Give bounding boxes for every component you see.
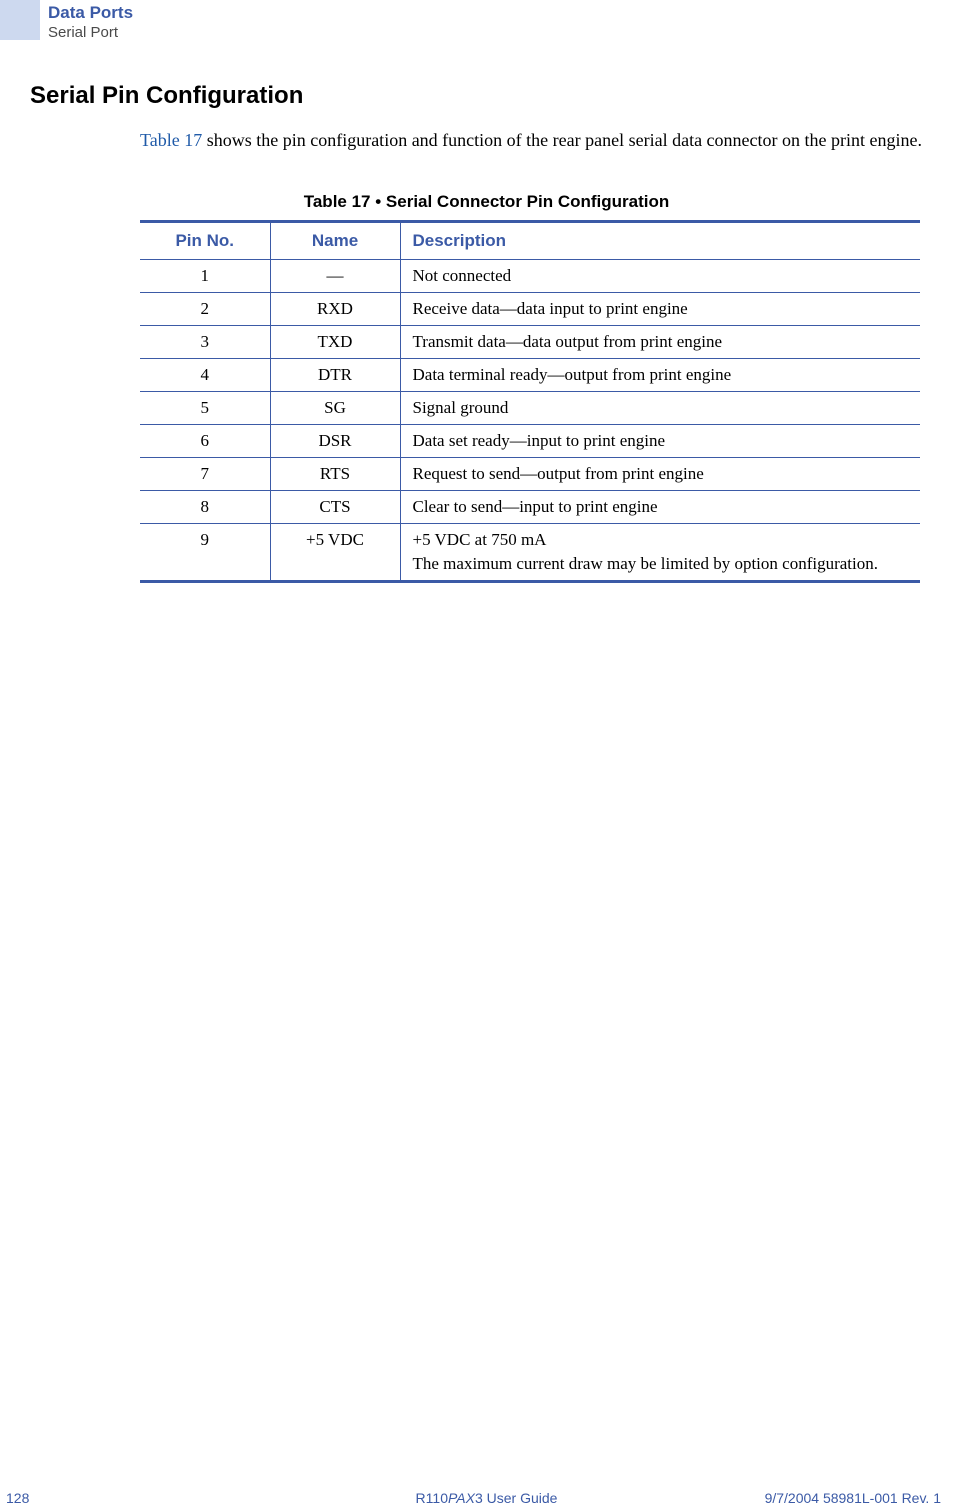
- cell-desc: Not connected: [400, 260, 920, 293]
- page-content: Serial Pin Configuration Table 17 shows …: [30, 82, 943, 583]
- page-header: Data Ports Serial Port: [48, 3, 133, 43]
- table-ref-link[interactable]: Table 17: [140, 130, 202, 150]
- footer-center-prefix: R110: [416, 1490, 448, 1506]
- cell-pin: 6: [140, 425, 270, 458]
- footer-center-suffix: 3 User Guide: [475, 1490, 557, 1506]
- intro-paragraph-rest: shows the pin configuration and function…: [202, 130, 922, 150]
- cell-desc: Request to send—output from print engine: [400, 458, 920, 491]
- cell-desc: Transmit data—data output from print eng…: [400, 326, 920, 359]
- cell-desc: +5 VDC at 750 mA The maximum current dra…: [400, 524, 920, 582]
- table-row: 6 DSR Data set ready—input to print engi…: [140, 425, 920, 458]
- cell-pin: 1: [140, 260, 270, 293]
- cell-name: +5 VDC: [270, 524, 400, 582]
- cell-pin: 3: [140, 326, 270, 359]
- cell-desc-line1: +5 VDC at 750 mA: [413, 530, 547, 549]
- cell-desc: Data terminal ready—output from print en…: [400, 359, 920, 392]
- header-title: Data Ports: [48, 3, 133, 23]
- cell-pin: 5: [140, 392, 270, 425]
- cell-desc: Receive data—data input to print engine: [400, 293, 920, 326]
- table-header-row: Pin No. Name Description: [140, 222, 920, 260]
- header-subtitle: Serial Port: [48, 23, 133, 43]
- footer-right: 9/7/2004 58981L-001 Rev. 1: [765, 1490, 941, 1506]
- cell-desc: Clear to send—input to print engine: [400, 491, 920, 524]
- table-row: 9 +5 VDC +5 VDC at 750 mA The maximum cu…: [140, 524, 920, 582]
- table-caption: Table 17 • Serial Connector Pin Configur…: [30, 192, 943, 212]
- cell-desc: Data set ready—input to print engine: [400, 425, 920, 458]
- cell-name: RXD: [270, 293, 400, 326]
- cell-name: CTS: [270, 491, 400, 524]
- cell-name: TXD: [270, 326, 400, 359]
- section-heading: Serial Pin Configuration: [30, 82, 943, 110]
- table-row: 3 TXD Transmit data—data output from pri…: [140, 326, 920, 359]
- table-row: 7 RTS Request to send—output from print …: [140, 458, 920, 491]
- cell-pin: 8: [140, 491, 270, 524]
- table-row: 8 CTS Clear to send—input to print engin…: [140, 491, 920, 524]
- table-row: 4 DTR Data terminal ready—output from pr…: [140, 359, 920, 392]
- cell-pin: 7: [140, 458, 270, 491]
- col-header-name: Name: [270, 222, 400, 260]
- table-row: 1 — Not connected: [140, 260, 920, 293]
- cell-name: —: [270, 260, 400, 293]
- cell-name: DSR: [270, 425, 400, 458]
- header-accent-block: [0, 0, 40, 40]
- col-header-desc: Description: [400, 222, 920, 260]
- cell-pin: 4: [140, 359, 270, 392]
- cell-desc: Signal ground: [400, 392, 920, 425]
- intro-paragraph: Table 17 shows the pin configuration and…: [140, 128, 923, 152]
- table-row: 5 SG Signal ground: [140, 392, 920, 425]
- serial-pin-table: Pin No. Name Description 1 — Not connect…: [140, 220, 920, 583]
- col-header-pin: Pin No.: [140, 222, 270, 260]
- cell-name: DTR: [270, 359, 400, 392]
- cell-desc-line2: The maximum current draw may be limited …: [413, 554, 909, 574]
- footer-center-italic: PAX: [448, 1490, 475, 1506]
- cell-pin: 2: [140, 293, 270, 326]
- cell-name: RTS: [270, 458, 400, 491]
- cell-pin: 9: [140, 524, 270, 582]
- cell-name: SG: [270, 392, 400, 425]
- table-row: 2 RXD Receive data—data input to print e…: [140, 293, 920, 326]
